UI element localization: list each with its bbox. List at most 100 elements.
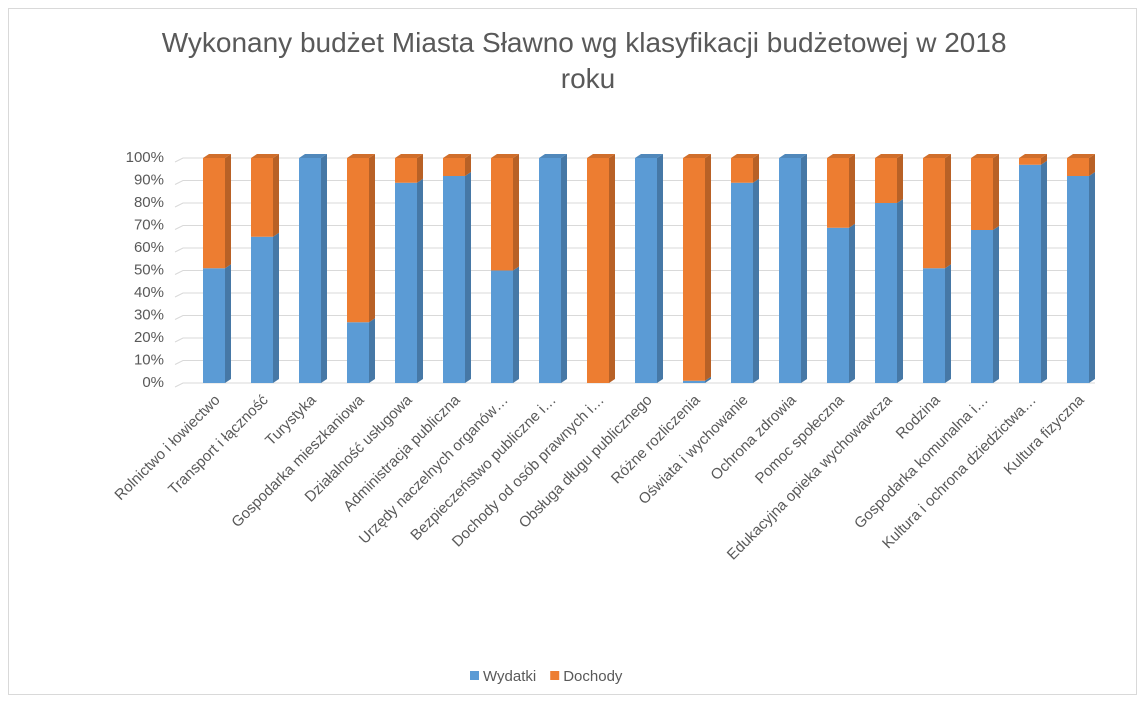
bar-top bbox=[827, 154, 855, 158]
bar-top bbox=[779, 154, 807, 158]
bar-side bbox=[417, 178, 423, 383]
bar-side bbox=[705, 376, 711, 383]
bar-top bbox=[683, 154, 711, 158]
bar-top bbox=[203, 154, 231, 158]
bar-side bbox=[945, 154, 951, 269]
bar bbox=[539, 158, 561, 383]
bar bbox=[971, 230, 993, 383]
bar-side bbox=[1041, 160, 1047, 383]
bar bbox=[731, 158, 753, 183]
bar-side bbox=[705, 154, 711, 381]
bar-side bbox=[513, 154, 519, 271]
bar bbox=[1067, 176, 1089, 383]
bar bbox=[203, 158, 225, 269]
bar-top bbox=[731, 154, 759, 158]
bar-side bbox=[369, 154, 375, 323]
bar-side bbox=[897, 154, 903, 203]
bar bbox=[971, 158, 993, 230]
y-tick-label: 10% bbox=[134, 351, 164, 368]
y-tick-label: 30% bbox=[134, 306, 164, 323]
legend-label: Wydatki bbox=[483, 668, 536, 685]
bar bbox=[491, 158, 513, 271]
bar-side bbox=[561, 154, 567, 383]
bar-side bbox=[993, 226, 999, 383]
bar-top bbox=[971, 154, 999, 158]
bar bbox=[683, 380, 705, 383]
bar-side bbox=[273, 154, 279, 237]
bar-side bbox=[801, 154, 807, 383]
bar bbox=[827, 158, 849, 228]
bar bbox=[251, 236, 273, 383]
bar-side bbox=[513, 266, 519, 383]
bar-side bbox=[465, 172, 471, 383]
bar bbox=[395, 158, 417, 183]
y-tick-label: 90% bbox=[134, 171, 164, 188]
bar-side bbox=[465, 154, 471, 176]
bar-side bbox=[753, 178, 759, 383]
bar bbox=[1067, 158, 1089, 176]
y-tick-label: 20% bbox=[134, 329, 164, 346]
bar-side bbox=[273, 232, 279, 383]
y-tick-label: 60% bbox=[134, 239, 164, 256]
y-tick-label: 70% bbox=[134, 216, 164, 233]
bar bbox=[347, 158, 369, 323]
bar-side bbox=[609, 154, 615, 383]
bar bbox=[251, 158, 273, 237]
bar bbox=[203, 268, 225, 383]
bar bbox=[299, 158, 321, 383]
bar-side bbox=[753, 154, 759, 183]
bar-side bbox=[849, 223, 855, 383]
bar bbox=[1019, 164, 1041, 383]
bar bbox=[443, 176, 465, 383]
bar-top bbox=[443, 154, 471, 158]
bar bbox=[347, 322, 369, 383]
bar-side bbox=[657, 154, 663, 383]
bar bbox=[875, 158, 897, 203]
bar-side bbox=[321, 154, 327, 383]
bar bbox=[683, 158, 705, 381]
bar bbox=[587, 158, 609, 383]
bar-top bbox=[539, 154, 567, 158]
bar bbox=[491, 270, 513, 383]
bar bbox=[443, 158, 465, 176]
bar-top bbox=[587, 154, 615, 158]
legend-swatch bbox=[470, 671, 479, 680]
bar-side bbox=[849, 154, 855, 228]
bar-side bbox=[417, 154, 423, 183]
bar bbox=[779, 158, 801, 383]
y-tick-label: 40% bbox=[134, 284, 164, 301]
bar-top bbox=[923, 154, 951, 158]
y-tick-label: 100% bbox=[126, 149, 164, 166]
bar bbox=[1019, 158, 1041, 165]
bar bbox=[923, 158, 945, 269]
bar-top bbox=[299, 154, 327, 158]
y-tick-label: 50% bbox=[134, 261, 164, 278]
bar-top bbox=[1067, 154, 1095, 158]
bar bbox=[875, 203, 897, 383]
bar-top bbox=[347, 154, 375, 158]
bar-top bbox=[635, 154, 663, 158]
bar-side bbox=[945, 264, 951, 383]
bar bbox=[731, 182, 753, 383]
legend-label: Dochody bbox=[563, 668, 623, 685]
bar-top bbox=[395, 154, 423, 158]
bar-top bbox=[1019, 154, 1047, 158]
chart-frame bbox=[8, 8, 1137, 695]
bar-side bbox=[1041, 154, 1047, 165]
bar-top bbox=[251, 154, 279, 158]
bar-side bbox=[225, 264, 231, 383]
bar bbox=[395, 182, 417, 383]
y-tick-label: 0% bbox=[142, 374, 164, 391]
y-tick-label: 80% bbox=[134, 194, 164, 211]
bar-side bbox=[225, 154, 231, 269]
bar-side bbox=[1089, 154, 1095, 176]
bar bbox=[923, 268, 945, 383]
legend-swatch bbox=[550, 671, 560, 680]
bar-side bbox=[993, 154, 999, 230]
bar bbox=[635, 158, 657, 383]
chart-title: Wykonany budżet Miasta Sławno wg klasyfi… bbox=[162, 27, 1015, 94]
bar-top bbox=[875, 154, 903, 158]
bar-side bbox=[897, 199, 903, 383]
bar bbox=[827, 227, 849, 383]
